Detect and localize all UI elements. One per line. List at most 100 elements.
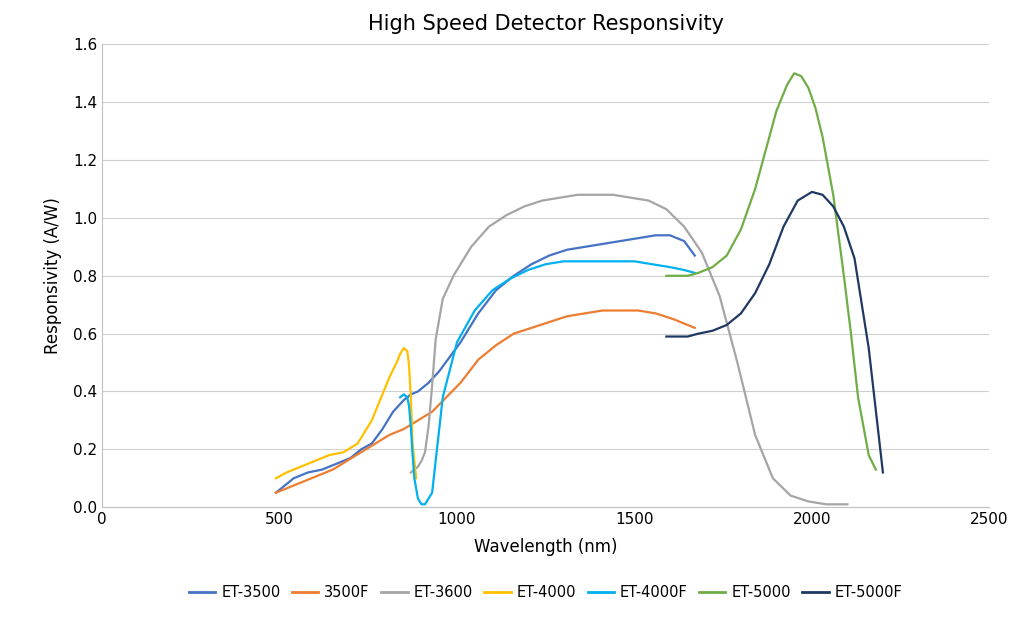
3500F	[578, 309, 590, 317]
ET-3600	[419, 448, 431, 456]
ET-4000F	[610, 257, 623, 265]
ET-5000F	[734, 309, 746, 317]
ET-3500	[507, 272, 520, 280]
Line: ET-5000F: ET-5000F	[665, 192, 882, 472]
ET-3600	[465, 243, 477, 250]
ET-3500	[376, 425, 388, 433]
ET-3500	[316, 466, 328, 474]
ET-3600	[678, 223, 690, 230]
3500F	[369, 440, 381, 448]
ET-4000F	[503, 275, 516, 283]
ET-5000F	[776, 223, 789, 230]
3500F	[472, 356, 484, 363]
ET-5000F	[671, 333, 683, 340]
ET-5000	[815, 133, 827, 141]
ET-4000	[376, 391, 388, 398]
3500F	[312, 472, 324, 479]
ET-4000F	[628, 257, 640, 265]
ET-3600	[713, 292, 726, 300]
ET-4000	[390, 359, 403, 366]
ET-4000	[410, 474, 422, 482]
3500F	[397, 425, 410, 433]
ET-3500	[344, 454, 357, 462]
3500F	[649, 309, 661, 317]
ET-4000F	[645, 261, 657, 268]
ET-3500	[276, 483, 288, 491]
ET-5000	[795, 72, 807, 80]
ET-3500	[433, 368, 445, 375]
ET-3600	[802, 498, 814, 505]
3500F	[440, 394, 452, 401]
3500F	[525, 324, 537, 332]
ET-5000F	[876, 469, 889, 476]
ET-5000	[851, 394, 863, 401]
ET-3600	[695, 249, 707, 256]
ET-3600	[731, 359, 743, 366]
ET-3600	[482, 223, 494, 230]
ET-5000	[706, 263, 718, 271]
Legend: ET-3500, 3500F, ET-3600, ET-4000, ET-4000F, ET-5000, ET-5000F: ET-3500, 3500F, ET-3600, ET-4000, ET-400…	[183, 579, 907, 606]
ET-5000	[769, 107, 782, 115]
ET-5000F	[706, 327, 718, 335]
ET-4000	[407, 440, 419, 448]
ET-4000F	[575, 257, 587, 265]
ET-4000F	[468, 307, 480, 314]
ET-5000	[719, 252, 732, 259]
3500F	[426, 408, 438, 415]
ET-5000F	[748, 289, 760, 297]
ET-3500	[355, 446, 367, 453]
ET-5000F	[826, 203, 839, 210]
ET-3500	[649, 231, 661, 239]
ET-5000F	[805, 188, 817, 196]
ET-5000F	[815, 191, 827, 198]
3500F	[298, 477, 310, 485]
ET-3600	[426, 382, 438, 389]
ET-3500	[365, 440, 377, 448]
ET-3500	[330, 460, 342, 468]
ET-4000F	[556, 257, 569, 265]
ET-5000	[826, 191, 839, 198]
ET-4000	[403, 361, 415, 369]
ET-3500	[412, 387, 424, 396]
ET-4000	[365, 417, 377, 424]
ET-5000F	[862, 344, 874, 352]
ET-3600	[834, 500, 846, 508]
ET-4000F	[592, 257, 604, 265]
ET-3500	[287, 474, 300, 482]
3500F	[340, 457, 353, 465]
ET-3500	[613, 237, 626, 245]
ET-5000F	[692, 330, 704, 337]
ET-4000F	[663, 263, 676, 271]
ET-3500	[422, 379, 434, 387]
ET-3600	[415, 457, 427, 465]
ET-3500	[386, 408, 398, 415]
ET-4000F	[405, 422, 417, 430]
ET-3600	[405, 469, 417, 476]
ET-3600	[571, 191, 583, 198]
ET-4000	[383, 373, 395, 381]
ET-3500	[302, 469, 314, 476]
ET-4000	[294, 463, 307, 470]
ET-3500	[397, 396, 410, 404]
X-axis label: Wavelength (nm): Wavelength (nm)	[474, 538, 616, 556]
ET-3600	[447, 272, 460, 280]
ET-4000F	[397, 391, 410, 398]
ET-5000	[869, 466, 881, 474]
ET-5000	[762, 133, 774, 141]
ET-3500	[270, 489, 282, 496]
3500F	[560, 313, 573, 320]
ET-3600	[606, 191, 619, 198]
ET-5000F	[791, 197, 803, 204]
ET-4000	[352, 440, 364, 448]
ET-5000	[671, 272, 683, 280]
ET-3600	[819, 500, 832, 508]
ET-3500	[688, 252, 700, 259]
ET-4000F	[412, 495, 424, 502]
ET-3600	[642, 197, 654, 204]
ET-5000	[781, 81, 793, 89]
ET-5000F	[848, 255, 860, 262]
3500F	[542, 318, 554, 326]
ET-5000	[748, 185, 760, 193]
ET-4000	[400, 347, 413, 355]
ET-3500	[489, 287, 501, 294]
